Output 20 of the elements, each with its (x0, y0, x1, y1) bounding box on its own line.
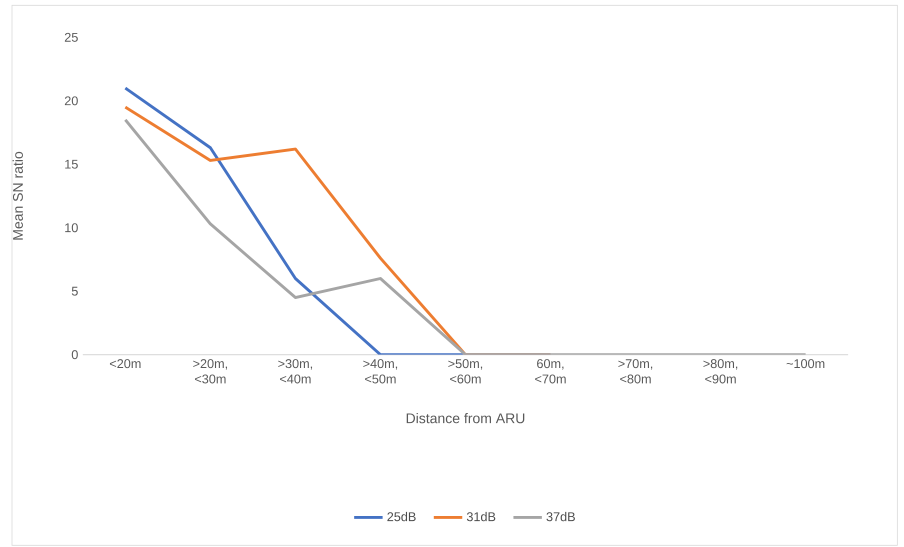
y-tick-label: 0 (72, 350, 78, 360)
y-tick-label: 15 (65, 160, 78, 169)
x-tick-label: ~100m (786, 359, 824, 368)
y-axis-title: Mean SN ratio (12, 152, 23, 240)
y-tick-label: 5 (72, 286, 78, 296)
x-tick-label: >30m, <40m (278, 359, 312, 384)
legend-label: 31dB (466, 512, 496, 522)
legend-label: 37dB (546, 512, 575, 522)
x-tick-label: 60m, <70m (535, 359, 566, 384)
y-tick-label: 20 (64, 96, 78, 106)
y-tick-label: 10 (65, 223, 78, 232)
x-tick-label: <20m (110, 359, 141, 368)
x-tick-label: >70m, <80m (618, 359, 652, 384)
y-tick-label: 25 (64, 33, 78, 42)
x-tick-label: >80m, <90m (703, 359, 738, 384)
legend-label: 25dB (387, 512, 416, 522)
x-tick-label: >40m, <50m (363, 359, 398, 384)
x-axis-title: Distance from ARU (406, 413, 524, 424)
x-tick-label: >50m, <60m (448, 359, 482, 384)
x-tick-label: >20m, <30m (193, 359, 228, 384)
